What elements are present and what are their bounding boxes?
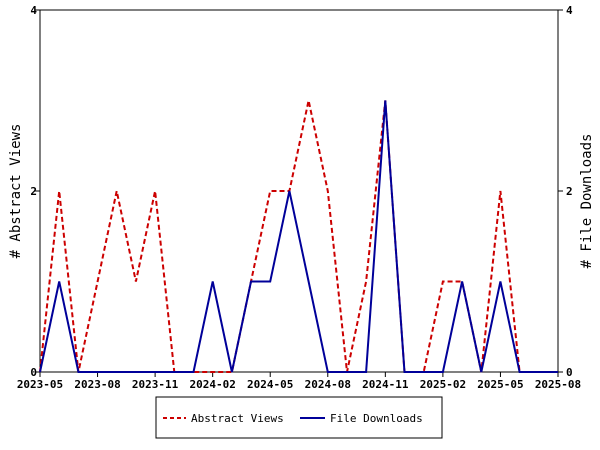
- legend: Abstract Views File Downloads: [155, 396, 443, 439]
- x-tick-label: 2025-08: [535, 378, 581, 391]
- x-tick-label: 2024-05: [247, 378, 293, 391]
- series-layer: [39, 100, 558, 373]
- x-tick-label: 2025-05: [477, 378, 523, 391]
- x-tick-label: 2023-05: [17, 378, 63, 391]
- y-axis-title-left: # Abstract Views: [8, 124, 24, 259]
- y-right-tick-label: 0: [566, 366, 573, 379]
- y-left-tick-label: 0: [30, 366, 37, 379]
- tick-labels: 2023-05 2023-08 2023-11 2024-02 2024-05 2024-…: [17, 4, 581, 391]
- x-tick-label: 2024-11: [362, 378, 409, 391]
- legend-box: [155, 396, 443, 439]
- plot-frame: [39, 9, 559, 373]
- legend-label-file-downloads: File Downloads: [330, 412, 423, 425]
- x-tick-label: 2024-08: [305, 378, 351, 391]
- y-right-tick-label: 4: [566, 4, 573, 17]
- y-left-tick-label: 4: [30, 4, 37, 17]
- y-left-tick-label: 2: [30, 185, 37, 198]
- series-line-file-downloads: [39, 100, 558, 373]
- x-tick-label: 2024-02: [189, 378, 235, 391]
- x-tick-label: 2023-08: [74, 378, 120, 391]
- y-right-tick-label: 2: [566, 185, 573, 198]
- x-tick-label: 2025-02: [420, 378, 466, 391]
- legend-label-abstract-views: Abstract Views: [191, 412, 284, 425]
- y-axis-title-right: # File Downloads: [579, 134, 595, 269]
- x-tick-label: 2023-11: [132, 378, 179, 391]
